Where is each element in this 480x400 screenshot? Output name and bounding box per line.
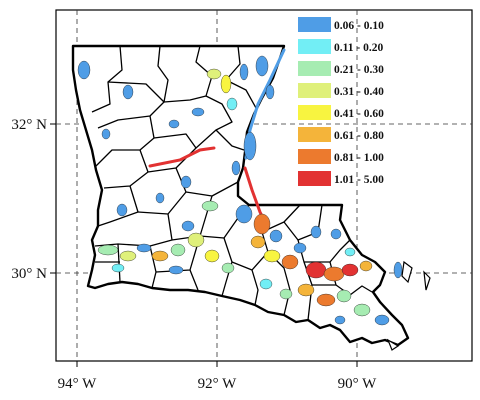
data-patches [77,55,403,326]
legend-swatch-6 [298,127,331,142]
legend-label-8: 1.01 - 5.00 [334,174,384,186]
legend-label-1: 0.06 - 0.10 [334,20,384,32]
legend-swatch-3 [298,61,331,76]
map-frame-border [55,9,473,362]
legend-label-3: 0.21 - 0.30 [334,64,384,76]
lon-tick-label-92: 92° W [198,376,237,392]
legend-swatch-1 [298,17,331,32]
lat-tick-label-32: 32° N [11,117,47,133]
coastal-islands [386,260,431,351]
lat-tick-label-30: 30° N [11,266,47,282]
legend-label-2: 0.11 - 0.20 [334,42,383,54]
legend-swatch-4 [298,83,331,98]
lon-tick-label-94: 94° W [58,376,97,392]
legend-label-6: 0.61 - 0.80 [334,130,384,142]
legend-label-5: 0.41 - 0.60 [334,108,384,120]
legend-swatch-8 [298,171,331,186]
axis-ticks [50,123,358,367]
legend-swatch-5 [298,105,331,120]
legend-label-4: 0.31 - 0.40 [334,86,384,98]
legend-swatch-2 [298,39,331,54]
legend-label-7: 0.81 - 1.00 [334,152,384,164]
lon-tick-label-90: 90° W [338,376,377,392]
legend: 0.06 - 0.10 0.11 - 0.20 0.21 - 0.30 0.31… [298,17,384,186]
legend-swatch-7 [298,149,331,164]
